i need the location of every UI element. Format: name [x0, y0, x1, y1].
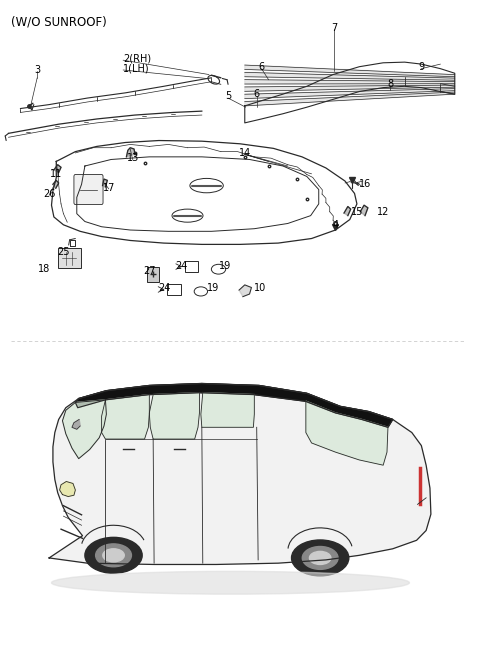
Polygon shape [245, 72, 455, 80]
Text: 8: 8 [387, 79, 394, 89]
Polygon shape [72, 419, 80, 429]
Polygon shape [360, 205, 368, 216]
Text: 24: 24 [175, 261, 188, 271]
Ellipse shape [310, 552, 331, 564]
FancyBboxPatch shape [74, 174, 103, 205]
Bar [147, 266, 159, 282]
Bar [168, 283, 181, 295]
Text: 7: 7 [331, 22, 337, 33]
Text: 19: 19 [218, 261, 231, 271]
Polygon shape [239, 285, 252, 297]
Text: 26: 26 [43, 189, 55, 199]
Ellipse shape [51, 571, 409, 594]
Text: 16: 16 [360, 179, 372, 190]
Text: 5: 5 [225, 91, 231, 101]
Text: 15: 15 [351, 207, 363, 216]
Polygon shape [54, 165, 61, 173]
Text: 25: 25 [57, 247, 70, 256]
Text: 17: 17 [103, 182, 115, 193]
Polygon shape [53, 180, 59, 188]
Polygon shape [245, 85, 455, 91]
Text: 11: 11 [50, 169, 62, 180]
Polygon shape [245, 65, 455, 77]
Text: 19: 19 [206, 283, 219, 293]
Text: (W/O SUNROOF): (W/O SUNROOF) [11, 16, 107, 29]
Text: 2(RH): 2(RH) [123, 54, 151, 64]
Ellipse shape [302, 546, 338, 569]
Polygon shape [344, 207, 351, 216]
Text: 10: 10 [254, 283, 266, 293]
Ellipse shape [103, 549, 124, 562]
Polygon shape [103, 179, 108, 187]
Polygon shape [62, 400, 107, 459]
Text: 24: 24 [158, 283, 171, 293]
Polygon shape [126, 148, 135, 157]
Text: 9: 9 [418, 62, 424, 72]
Polygon shape [149, 393, 199, 439]
Polygon shape [201, 393, 254, 427]
Text: 3: 3 [34, 65, 40, 75]
Text: 6: 6 [258, 62, 264, 72]
Text: 13: 13 [127, 153, 139, 163]
Bar [185, 260, 199, 272]
Bar [58, 249, 81, 268]
Polygon shape [60, 482, 75, 497]
Polygon shape [245, 79, 455, 84]
Text: 1(LH): 1(LH) [123, 64, 150, 73]
Polygon shape [245, 89, 455, 98]
Polygon shape [75, 384, 393, 427]
Polygon shape [49, 384, 431, 564]
Text: 18: 18 [38, 264, 50, 274]
Ellipse shape [96, 544, 132, 567]
Text: 12: 12 [377, 207, 389, 216]
Polygon shape [306, 401, 388, 465]
Polygon shape [245, 92, 455, 106]
Ellipse shape [291, 540, 349, 576]
Ellipse shape [85, 537, 142, 573]
Polygon shape [102, 395, 149, 439]
Text: 6: 6 [253, 89, 260, 99]
Text: 14: 14 [239, 148, 251, 158]
Text: 4: 4 [332, 220, 338, 230]
Text: 27: 27 [143, 266, 156, 276]
